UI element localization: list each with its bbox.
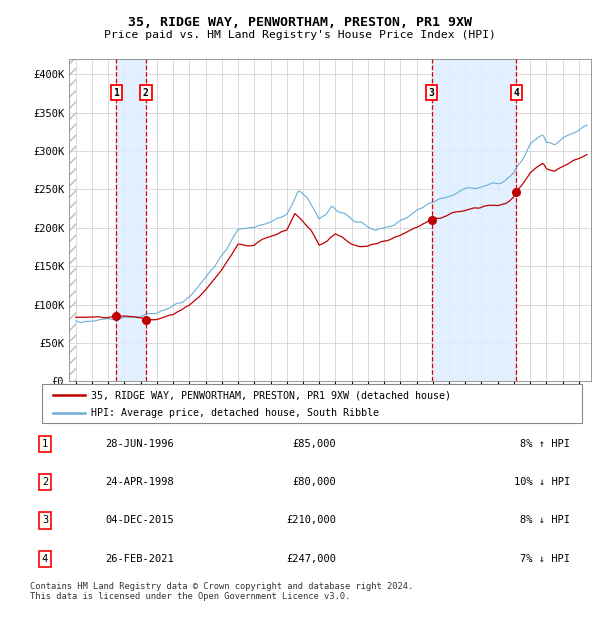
Text: 04-DEC-2015: 04-DEC-2015 — [105, 515, 174, 525]
Text: 8% ↓ HPI: 8% ↓ HPI — [520, 515, 570, 525]
Text: Contains HM Land Registry data © Crown copyright and database right 2024.
This d: Contains HM Land Registry data © Crown c… — [30, 582, 413, 601]
Text: Price paid vs. HM Land Registry's House Price Index (HPI): Price paid vs. HM Land Registry's House … — [104, 30, 496, 40]
Text: 28-JUN-1996: 28-JUN-1996 — [105, 439, 174, 449]
Text: £247,000: £247,000 — [286, 554, 336, 564]
Bar — [116, 59, 146, 381]
Text: £210,000: £210,000 — [286, 515, 336, 525]
Text: 1: 1 — [113, 88, 119, 98]
Text: 35, RIDGE WAY, PENWORTHAM, PRESTON, PR1 9XW (detached house): 35, RIDGE WAY, PENWORTHAM, PRESTON, PR1 … — [91, 390, 451, 400]
Text: 2: 2 — [143, 88, 149, 98]
Text: 3: 3 — [429, 88, 434, 98]
Text: 8% ↑ HPI: 8% ↑ HPI — [520, 439, 570, 449]
Bar — [431, 59, 517, 381]
Text: £80,000: £80,000 — [292, 477, 336, 487]
Text: 35, RIDGE WAY, PENWORTHAM, PRESTON, PR1 9XW: 35, RIDGE WAY, PENWORTHAM, PRESTON, PR1 … — [128, 16, 472, 29]
Text: 4: 4 — [42, 554, 48, 564]
Text: £85,000: £85,000 — [292, 439, 336, 449]
Text: 3: 3 — [42, 515, 48, 525]
Text: 2: 2 — [42, 477, 48, 487]
Text: 24-APR-1998: 24-APR-1998 — [105, 477, 174, 487]
Text: 1: 1 — [42, 439, 48, 449]
Bar — [69, 59, 76, 381]
Text: 7% ↓ HPI: 7% ↓ HPI — [520, 554, 570, 564]
FancyBboxPatch shape — [42, 384, 582, 423]
Text: 10% ↓ HPI: 10% ↓ HPI — [514, 477, 570, 487]
Text: 4: 4 — [514, 88, 519, 98]
Text: 26-FEB-2021: 26-FEB-2021 — [105, 554, 174, 564]
Text: HPI: Average price, detached house, South Ribble: HPI: Average price, detached house, Sout… — [91, 408, 379, 418]
